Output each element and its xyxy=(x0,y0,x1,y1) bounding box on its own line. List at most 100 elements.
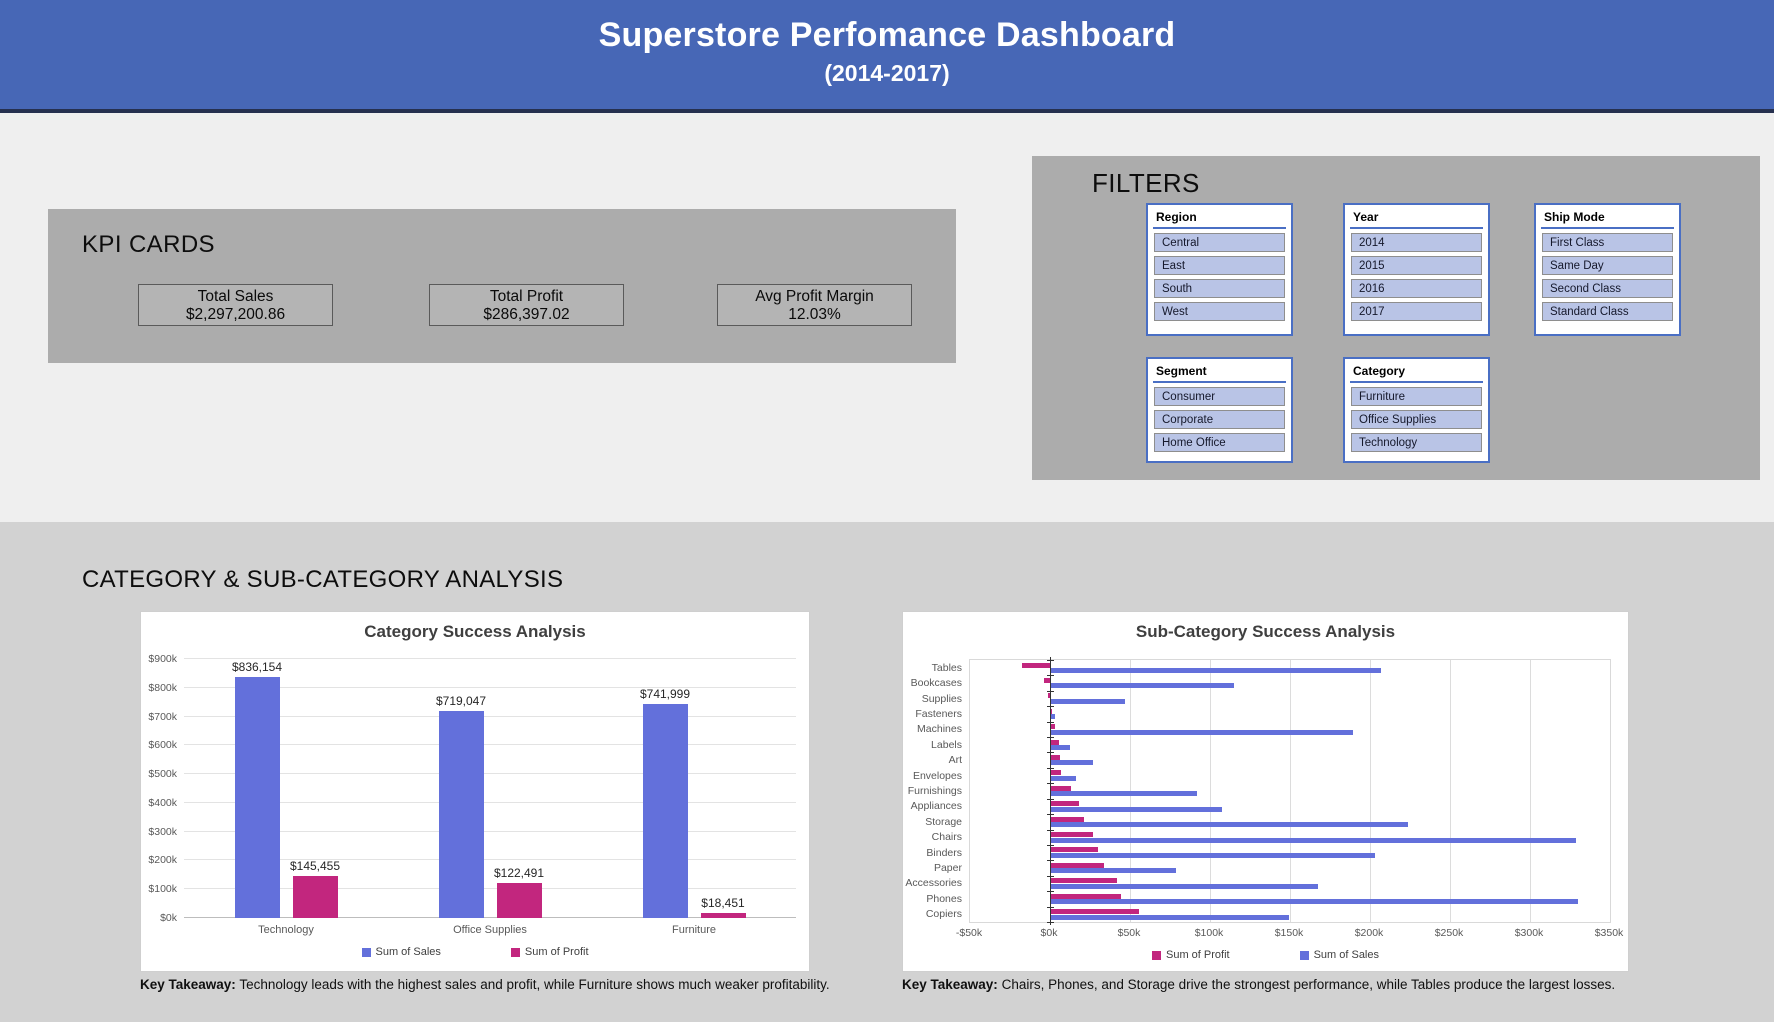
dashboard-subtitle: (2014-2017) xyxy=(824,60,950,86)
slicer-items: 2014 2015 2016 2017 xyxy=(1345,229,1488,321)
gridline-y xyxy=(184,686,796,688)
kpi-cards: Total Sales $2,297,200.86 Total Profit $286… xyxy=(48,284,956,326)
category-label-art: Art xyxy=(948,754,962,767)
x-axis-label-technology: Technology xyxy=(258,924,314,936)
bar-slot: $18,451 xyxy=(700,896,746,918)
category-label-appliances: Appliances xyxy=(910,800,962,813)
bar-supplies-sum-of-sales xyxy=(1050,698,1125,704)
zero-axis-line xyxy=(1050,657,1051,925)
bar-value-label: $122,491 xyxy=(493,865,545,880)
filters-panel: FILTERS Region Central East South West Year 20… xyxy=(1032,156,1760,480)
x-axis-tick: $200k xyxy=(1354,927,1384,939)
subcategory-chart-xlabels: -$50k $0k $50k $100k $150k $200k $250k $300k $35… xyxy=(956,927,1623,941)
slicer-item-west[interactable]: West xyxy=(1154,302,1285,321)
takeaway-category: Key Takeaway: Technology leads with the … xyxy=(140,977,830,992)
category-label-furnishings: Furnishings xyxy=(907,785,962,797)
subcategory-chart-plot: Tables Bookcases Supplies Fasteners Machines… xyxy=(905,657,1611,925)
y-axis-tick: $800k xyxy=(148,681,177,694)
bar-value-label: $836,154 xyxy=(231,660,283,675)
bar-value-label: $741,999 xyxy=(639,687,691,702)
kpi-card-value: $2,297,200.86 xyxy=(185,306,286,323)
legend-swatch xyxy=(1299,950,1309,960)
gridline-y xyxy=(184,715,796,717)
slicer-title: Category xyxy=(1353,364,1406,378)
kpi-card-value: $286,397.02 xyxy=(483,306,570,323)
x-axis-tick: $100k xyxy=(1194,927,1224,939)
slicer-item-home-office[interactable]: Home Office xyxy=(1154,433,1285,452)
slicer-title: Region xyxy=(1156,210,1197,224)
slicer-item-south[interactable]: South xyxy=(1154,279,1285,298)
bar-appliances-sum-of-profit xyxy=(1050,801,1080,807)
slicer-item-central[interactable]: Central xyxy=(1154,233,1285,252)
bar-furnishings-sum-of-sales xyxy=(1050,791,1197,797)
takeaway-text: Chairs, Phones, and Storage drive the st… xyxy=(997,977,1616,992)
slicer-underline xyxy=(1541,227,1674,229)
bar-group-office-supplies: $719,047 $122,491 xyxy=(388,659,592,918)
slicer-item-2017[interactable]: 2017 xyxy=(1351,302,1482,321)
bar-supplies-sum-of-profit xyxy=(1048,693,1050,699)
category-label-accessories: Accessories xyxy=(905,877,962,890)
slicer-item-east[interactable]: East xyxy=(1154,256,1285,275)
slicer-item-2015[interactable]: 2015 xyxy=(1351,256,1482,275)
bar-slot: $719,047 xyxy=(436,694,486,918)
legend-swatch xyxy=(361,947,371,957)
slicer-item-furniture[interactable]: Furniture xyxy=(1351,387,1482,406)
gridline-x xyxy=(1370,660,1371,922)
bar-art-sum-of-sales xyxy=(1050,760,1094,766)
slicer-items: First Class Same Day Second Class Standard … xyxy=(1536,229,1679,321)
gridline-x xyxy=(1210,660,1211,922)
slicer-item-consumer[interactable]: Consumer xyxy=(1154,387,1285,406)
bar-envelopes-sum-of-sales xyxy=(1050,775,1077,781)
gridline-y xyxy=(184,859,796,861)
bar-group-furniture: $741,999 $18,451 xyxy=(592,659,796,918)
y-axis-tick: $500k xyxy=(148,768,177,781)
bar-technology-sum-of-sales xyxy=(234,677,280,918)
x-axis-tick: $0k xyxy=(1040,927,1058,939)
slicer-item-same-day[interactable]: Same Day xyxy=(1542,256,1673,275)
bar-tables-sum-of-sales xyxy=(1050,668,1382,673)
x-axis-tick: $250k xyxy=(1434,927,1464,939)
category-label-binders: Binders xyxy=(926,846,962,859)
y-axis-tick: $200k xyxy=(148,854,177,867)
gridline-y xyxy=(184,773,796,775)
slicer-item-corporate[interactable]: Corporate xyxy=(1154,410,1285,429)
bar-copiers-sum-of-sales xyxy=(1050,914,1290,920)
slicer-underline xyxy=(1350,381,1483,383)
bar-phones-sum-of-profit xyxy=(1050,893,1122,899)
legend-swatch xyxy=(1152,950,1161,960)
category-chart-groups: $836,154 $145,455 $719,047 $122,491 $741,999… xyxy=(184,659,796,918)
slicer-item-2016[interactable]: 2016 xyxy=(1351,279,1482,298)
slicer-item-standard-class[interactable]: Standard Class xyxy=(1542,302,1673,321)
category-label-chairs: Chairs xyxy=(931,831,962,844)
bar-binders-sum-of-sales xyxy=(1050,852,1376,858)
legend-item-sum-of-sales: Sum of Sales xyxy=(1299,949,1379,961)
bar-furniture-sum-of-sales xyxy=(642,704,688,918)
gridline-y xyxy=(184,801,796,803)
bar-envelopes-sum-of-profit xyxy=(1050,770,1062,776)
slicer-item-first-class[interactable]: First Class xyxy=(1542,233,1673,252)
legend-label: Sum of Profit xyxy=(524,946,589,958)
kpi-panel-title: KPI CARDS xyxy=(82,231,215,258)
slicer-underline xyxy=(1153,381,1286,383)
category-chart-plot xyxy=(184,658,796,918)
gridline-y xyxy=(184,658,796,659)
category-chart-title: Category Success Analysis xyxy=(364,622,586,641)
kpi-card-label: Total Profit xyxy=(489,288,564,305)
slicer-item-2014[interactable]: 2014 xyxy=(1351,233,1482,252)
slicer-item-office-supplies[interactable]: Office Supplies xyxy=(1351,410,1482,429)
kpi-panel: KPI CARDS Total Sales $2,297,200.86 Total … xyxy=(48,209,956,363)
gridline-x xyxy=(1450,660,1451,922)
subcategory-chart-title: Sub-Category Success Analysis xyxy=(1135,622,1396,641)
bar-slot: $145,455 xyxy=(290,859,340,918)
filters-panel-title: FILTERS xyxy=(1092,168,1200,198)
legend-item-sum-of-profit: Sum of Profit xyxy=(510,946,589,958)
bar-machines-sum-of-profit xyxy=(1050,724,1056,730)
slicer-item-second-class[interactable]: Second Class xyxy=(1542,279,1673,298)
slicer-item-technology[interactable]: Technology xyxy=(1351,433,1482,452)
slicer-title: Year xyxy=(1353,210,1379,224)
bar-storage-sum-of-sales xyxy=(1050,822,1409,828)
slicer-category: Category Furniture Office Supplies Technolo… xyxy=(1343,357,1490,463)
legend-swatch xyxy=(510,947,520,957)
slicer-underline xyxy=(1153,227,1286,229)
category-success-chart: Category Success Analysis $0k $100k $200k $… xyxy=(140,611,810,972)
